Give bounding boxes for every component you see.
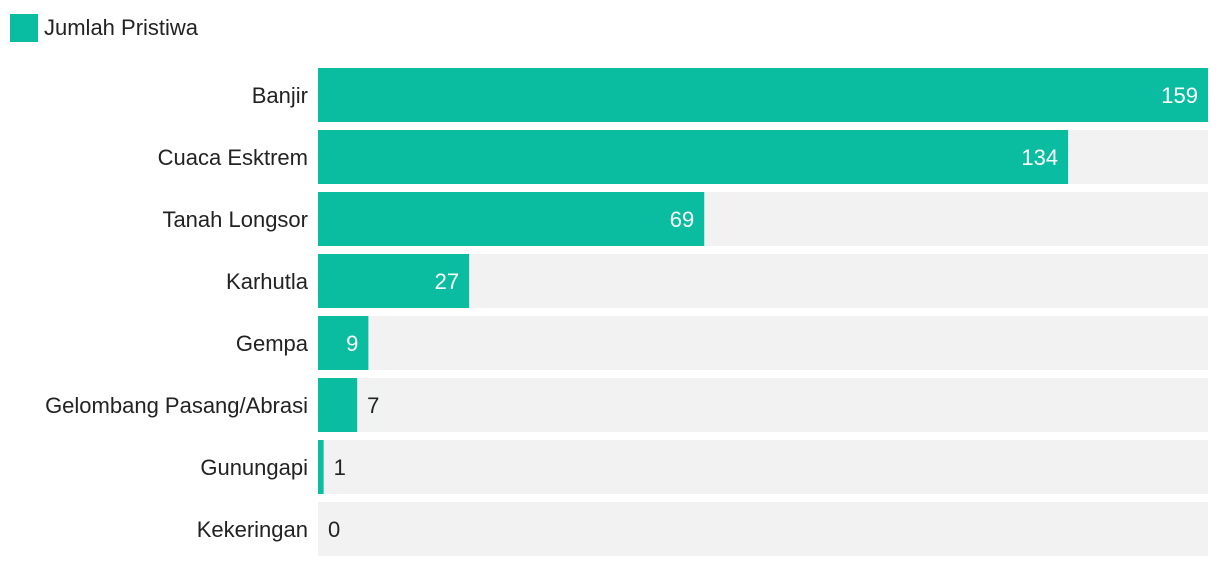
category-label: Gelombang Pasang/Abrasi — [45, 393, 308, 418]
value-label: 27 — [435, 269, 459, 294]
bar-row: Karhutla 27 — [226, 254, 1208, 308]
legend-label: Jumlah Pristiwa — [44, 15, 199, 40]
legend: Jumlah Pristiwa — [10, 13, 198, 43]
bar — [318, 254, 470, 308]
value-label: 69 — [670, 207, 694, 232]
category-label: Karhutla — [226, 269, 309, 294]
bar-track — [318, 502, 1208, 556]
value-label: 1 — [334, 455, 346, 480]
bar — [318, 192, 705, 246]
value-label: 7 — [367, 393, 379, 418]
legend-swatch — [10, 14, 38, 42]
bar-track — [318, 440, 1208, 494]
bar — [318, 68, 1208, 122]
bar-row: Banjir 159 — [252, 68, 1208, 122]
bar-row: Gunungapi 1 — [200, 440, 1208, 494]
bar — [318, 378, 358, 432]
bar-row: Cuaca Esktrem 134 — [158, 130, 1208, 184]
category-label: Gunungapi — [200, 455, 308, 480]
value-label: 9 — [346, 331, 358, 356]
category-label: Kekeringan — [197, 517, 308, 542]
bar — [318, 130, 1069, 184]
category-label: Tanah Longsor — [162, 207, 308, 232]
value-label: 0 — [328, 517, 340, 542]
value-label: 134 — [1021, 145, 1058, 170]
category-label: Banjir — [252, 83, 308, 108]
category-label: Cuaca Esktrem — [158, 145, 308, 170]
bar-row: Kekeringan 0 — [197, 502, 1208, 556]
bar-row: Tanah Longsor 69 — [162, 192, 1208, 246]
bar-track — [318, 378, 1208, 432]
bar-row: Gelombang Pasang/Abrasi 7 — [45, 378, 1208, 432]
value-label: 159 — [1161, 83, 1198, 108]
bar-track — [318, 316, 1208, 370]
category-label: Gempa — [236, 331, 309, 356]
bar — [318, 316, 369, 370]
bar-row: Gempa 9 — [236, 316, 1208, 370]
bar — [318, 440, 324, 494]
